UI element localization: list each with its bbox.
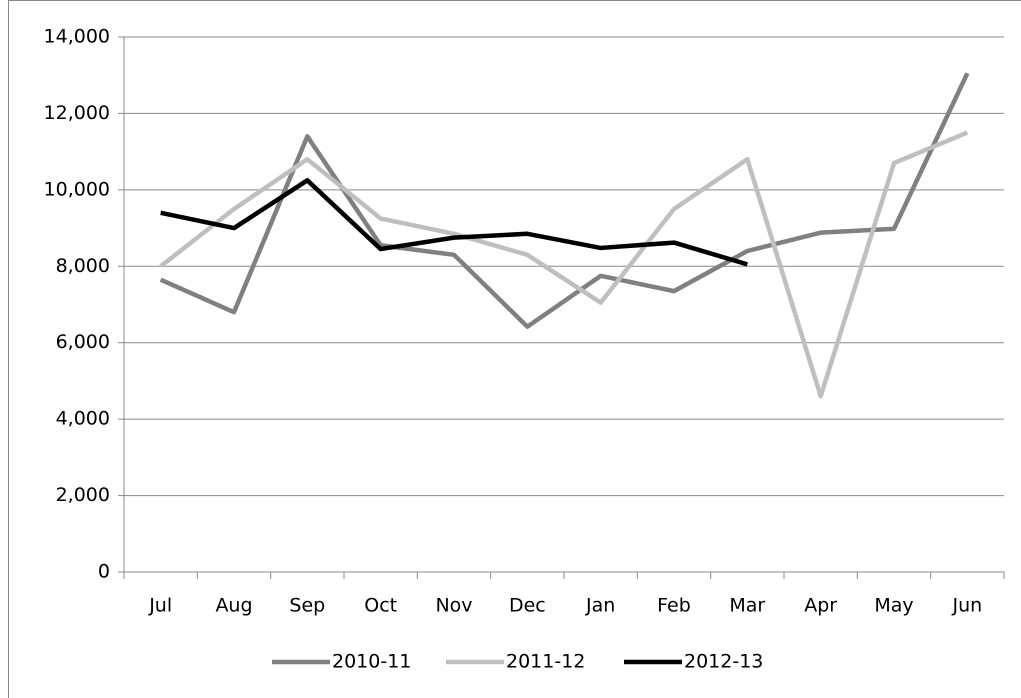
x-tick-label: Jul: [148, 595, 172, 617]
x-tick-label: Mar: [729, 595, 765, 617]
x-tick-label: Oct: [364, 595, 397, 617]
y-tick-label: 8,000: [56, 255, 110, 277]
y-tick-label: 2,000: [56, 484, 110, 506]
y-tick-label: 10,000: [44, 178, 110, 200]
x-tick-label: Dec: [509, 595, 546, 617]
y-tick-label: 6,000: [56, 331, 110, 353]
legend-label: 2010-11: [332, 651, 411, 673]
y-tick-label: 4,000: [56, 408, 110, 430]
x-tick-label: Sep: [289, 595, 325, 617]
x-tick-label: May: [874, 595, 913, 617]
y-tick-label: 12,000: [44, 102, 110, 124]
x-tick-label: Aug: [215, 595, 252, 617]
series-line: [159, 130, 969, 399]
x-tick-label: Nov: [435, 595, 472, 617]
y-tick-label: 14,000: [44, 26, 110, 48]
y-tick-label: 0: [98, 561, 110, 583]
x-tick-label: Apr: [804, 595, 837, 617]
x-tick-label: Jan: [585, 595, 615, 617]
x-tick-label: Feb: [657, 595, 691, 617]
legend-label: 2012-13: [684, 651, 763, 673]
x-tick-label: Jun: [951, 595, 982, 617]
chart-frame: [8, 0, 1021, 698]
legend-label: 2011-12: [506, 651, 585, 673]
series-line: [160, 178, 748, 267]
